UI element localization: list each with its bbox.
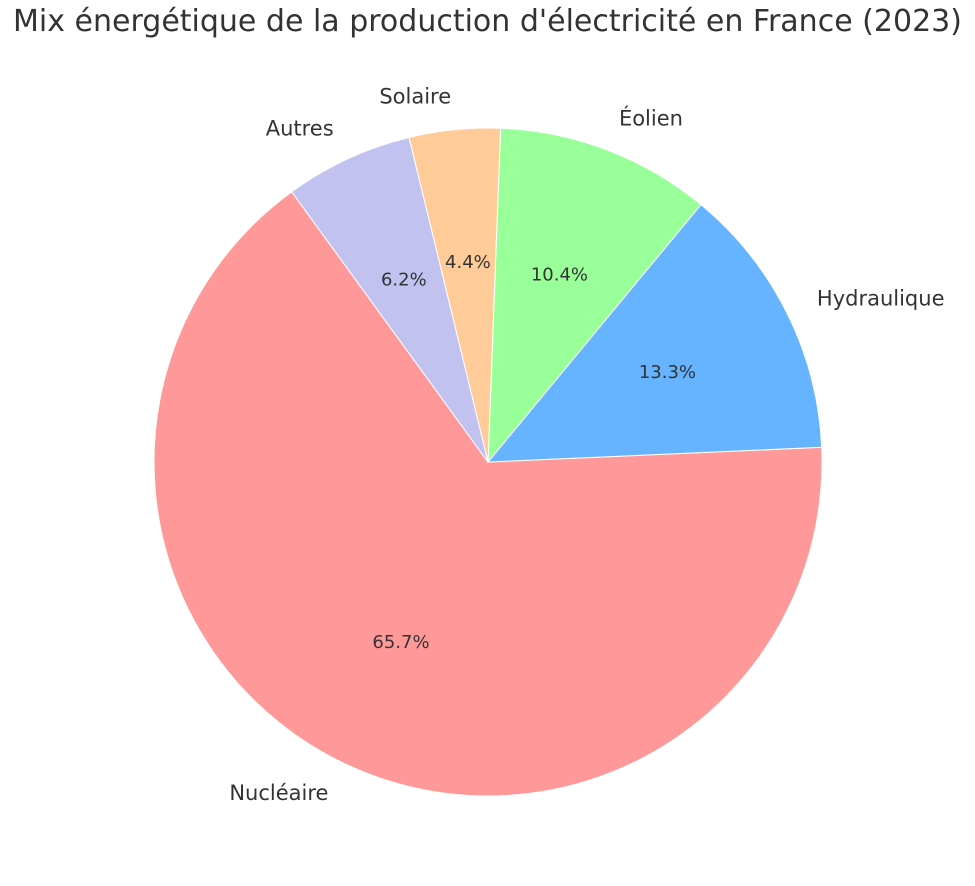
slice-label-eolien: Éolien: [619, 106, 683, 131]
slice-label-hydraulique: Hydraulique: [817, 286, 945, 310]
slice-label-autres: Autres: [266, 117, 334, 141]
pie-slice-eolien: [487, 127, 702, 464]
pct-label-hydraulique: 13.3%: [639, 362, 696, 383]
pie-labels: 65.7% Nucléaire 13.3% Hydraulique 10.4% Éolie…: [229, 84, 944, 804]
pct-label-solaire: 4.4%: [445, 252, 491, 273]
slice-label-nucleaire: Nucléaire: [229, 781, 328, 805]
pie-slice-autres: [290, 136, 489, 463]
pie-slice-nucleaire: [153, 191, 823, 797]
slice-label-solaire: Solaire: [379, 84, 451, 108]
pie-slice-hydraulique: [486, 203, 823, 463]
pie-slices: [153, 127, 823, 797]
chart-title: Mix énergétique de la production d'élect…: [13, 4, 962, 39]
pct-label-nucleaire: 65.7%: [372, 632, 429, 653]
pct-label-eolien: 10.4%: [531, 264, 588, 285]
pct-label-autres: 6.2%: [381, 270, 427, 291]
